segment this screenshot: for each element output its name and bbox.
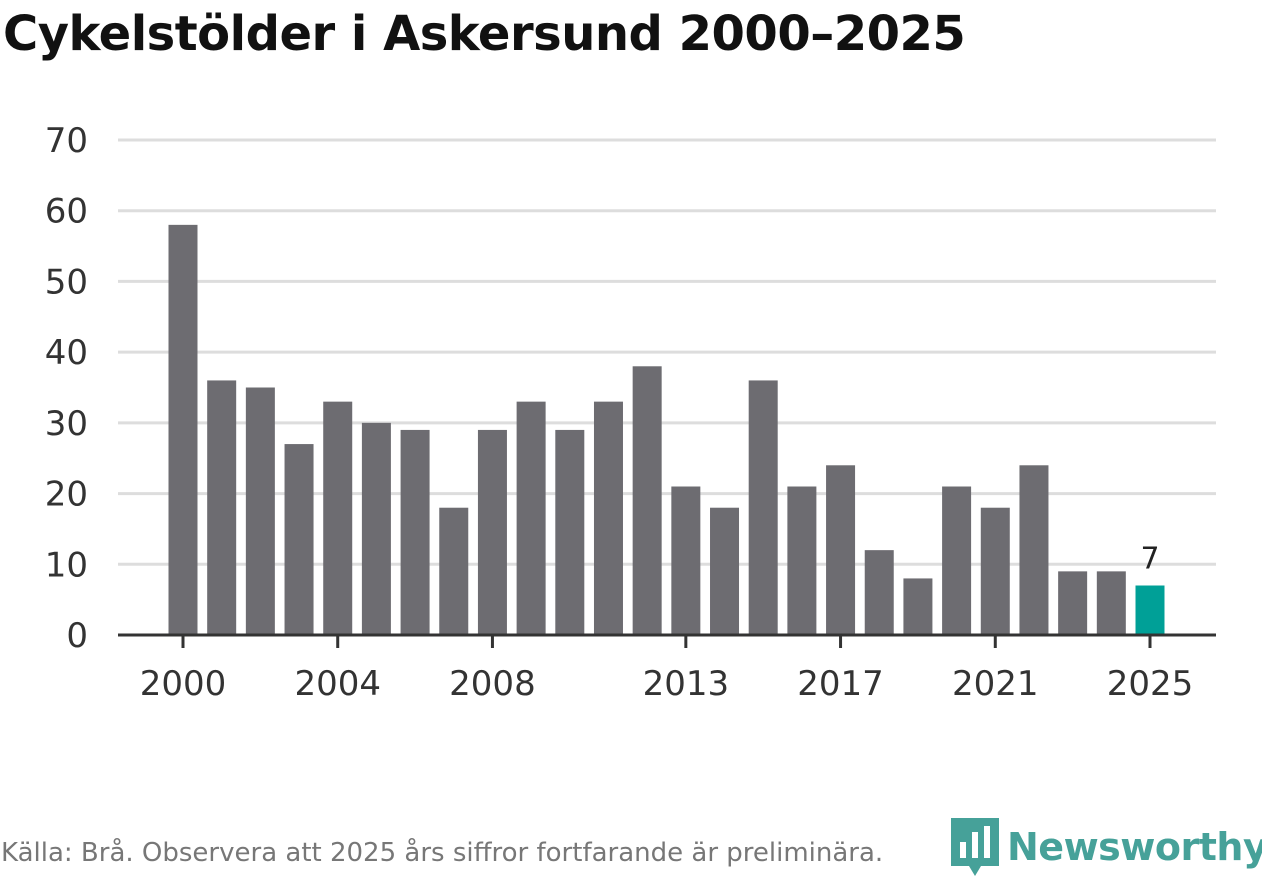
bar: [400, 429, 430, 635]
y-tick-label: 40: [45, 333, 88, 373]
gridlines: [118, 138, 1216, 566]
bar: [1096, 571, 1126, 635]
bar: [284, 444, 314, 635]
bars: [168, 224, 1165, 635]
bar: [671, 486, 701, 635]
bar: [593, 401, 623, 635]
chart-title: Cykelstölder i Askersund 2000–2025: [3, 6, 966, 62]
bar: [826, 465, 856, 635]
bar: [168, 224, 198, 635]
y-tick-label: 0: [66, 616, 88, 656]
bar: [1135, 585, 1165, 635]
x-tick-label: 2021: [952, 664, 1039, 704]
bar: [903, 578, 933, 635]
bar: [748, 380, 778, 635]
bar: [245, 387, 275, 635]
x-tick-label: 2017: [797, 664, 884, 704]
bar: [787, 486, 817, 635]
newsworthy-logo: Newsworthy: [951, 818, 1262, 876]
x-axis-tick-labels: 2000 2004 2008 2013 2017 2021 2025: [140, 664, 1194, 704]
y-tick-label: 60: [45, 192, 88, 232]
x-tick-label: 2008: [449, 664, 536, 704]
data-label: 7: [1140, 542, 1159, 577]
bar: [555, 429, 585, 635]
x-tick-label: 2025: [1107, 664, 1194, 704]
bar: [632, 366, 662, 635]
bar: [516, 401, 546, 635]
source-note: Källa: Brå. Observera att 2025 års siffr…: [1, 838, 884, 868]
bar: [361, 422, 391, 635]
bar: [439, 507, 469, 635]
bar: [980, 507, 1010, 635]
y-tick-label: 50: [45, 262, 88, 302]
bar: [1058, 571, 1088, 635]
y-tick-label: 30: [45, 404, 88, 444]
y-tick-label: 20: [45, 475, 88, 515]
bar: [207, 380, 237, 635]
bar: [710, 507, 740, 635]
x-tick-label: 2000: [140, 664, 227, 704]
brand-name: Newsworthy: [1007, 825, 1262, 869]
bar: [942, 486, 972, 635]
data-labels: 7: [1140, 542, 1159, 577]
x-axis: [118, 633, 1216, 648]
bar: [864, 550, 894, 635]
bar: [477, 429, 507, 635]
newsworthy-logo-icon: [951, 818, 999, 876]
y-axis-tick-labels: 0 10 20 30 40 50 60 70: [45, 121, 88, 656]
y-tick-label: 10: [45, 545, 88, 585]
bar: [1019, 465, 1049, 635]
x-tick-label: 2004: [294, 664, 381, 704]
y-tick-label: 70: [45, 121, 88, 161]
x-tick-label: 2013: [643, 664, 730, 704]
bar: [323, 401, 353, 635]
